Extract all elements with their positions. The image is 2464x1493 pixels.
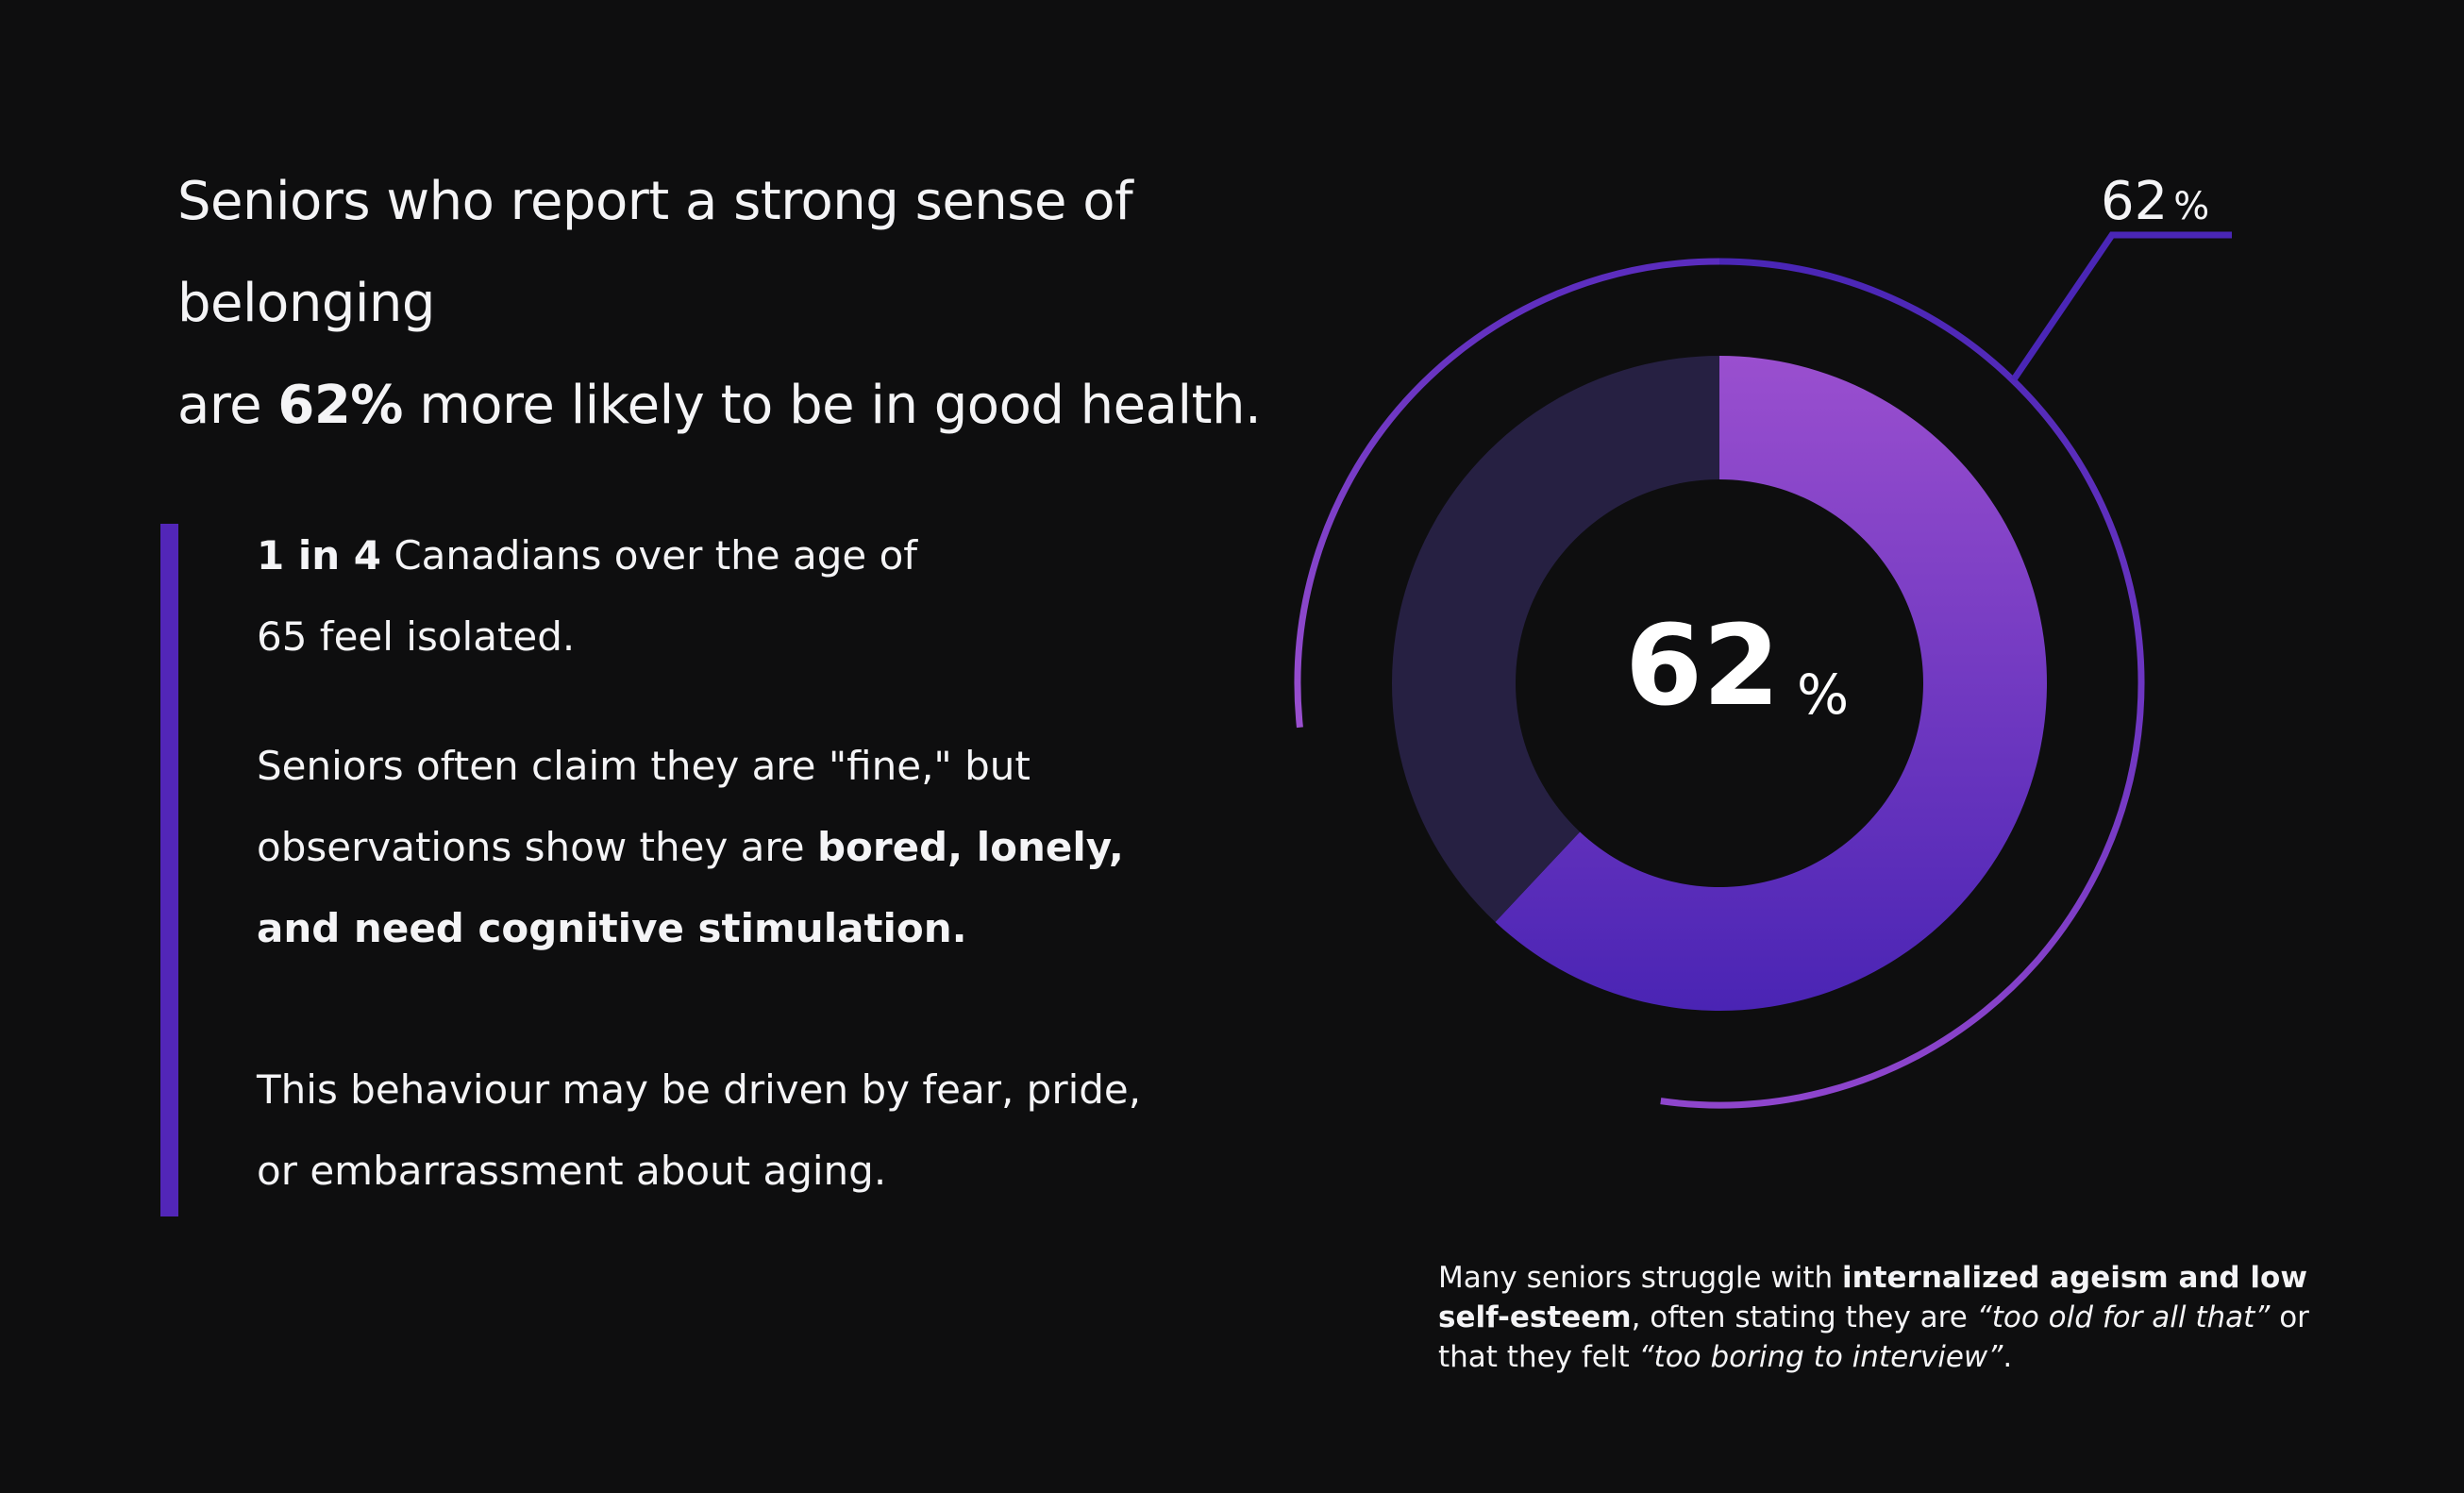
headline-highlight: 62% — [277, 375, 403, 436]
fact-observations-line1: Seniors often claim they are "fine," but — [257, 743, 1031, 789]
fact-behaviour-line1: This behaviour may be driven by fear, pr… — [257, 1066, 1142, 1113]
fact-isolation-text: Canadians over the age of — [381, 532, 918, 579]
note-mid2: or that they felt — [1438, 1300, 2309, 1374]
headline-line2-post: more likely to be in good health. — [402, 375, 1262, 436]
fact-isolation-stat: 1 in 4 — [257, 532, 381, 579]
outer-arc-left — [1294, 258, 1720, 729]
callout-label: 62% — [2101, 171, 2209, 232]
donut-slice-highlight — [1495, 356, 2047, 1012]
fact-observations: Seniors often claim they are "fine," but… — [257, 726, 1182, 969]
headline-line1: Seniors who report a strong sense of bel… — [177, 171, 1133, 334]
fact-behaviour: This behaviour may be driven by fear, pr… — [257, 1049, 1182, 1212]
callout-line — [2011, 231, 2232, 381]
note-mid: , often stating they are — [1631, 1300, 1977, 1334]
ageism-note: Many seniors struggle with internalized … — [1438, 1258, 2344, 1377]
fact-observations-bold1: bored, lonely, — [816, 824, 1124, 870]
donut-slice-remainder — [1392, 356, 1719, 922]
note-bold: internalized ageism and low self-esteem — [1438, 1261, 2307, 1334]
center-value: 62 — [1625, 600, 1780, 730]
fact-isolation: 1 in 4 Canadians over the age of 65 feel… — [257, 515, 1182, 678]
headline-line2-pre: are — [177, 375, 278, 436]
fact-observations-bold2: and need cognitive stimulation. — [257, 905, 967, 951]
note-end: . — [2003, 1340, 2013, 1374]
center-unit: % — [1797, 663, 1849, 727]
note-quote1: “too old for all that” — [1976, 1300, 2271, 1334]
note-quote2: “too boring to interview” — [1638, 1340, 2003, 1374]
note-pre: Many seniors struggle with — [1438, 1261, 1843, 1295]
outer-arc-right — [1660, 258, 2145, 1109]
fact-isolation-text-line2: 65 feel isolated. — [257, 613, 576, 660]
headline: Seniors who report a strong sense of bel… — [177, 151, 1404, 457]
fact-behaviour-line2: or embarrassment about aging. — [257, 1148, 887, 1194]
fact-observations-line2: observations show they are — [257, 824, 817, 870]
callout-value: 62 — [2101, 171, 2168, 232]
callout-unit: % — [2173, 185, 2209, 228]
donut-slices — [1392, 356, 2047, 1012]
accent-bar — [160, 524, 178, 1216]
